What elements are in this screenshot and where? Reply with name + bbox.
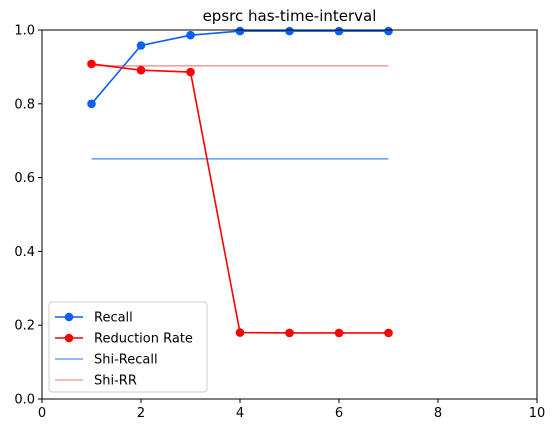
data-point-recall	[137, 41, 146, 50]
legend-label-reduction-rate: Reduction Rate	[94, 332, 193, 347]
data-point-reduction-rate	[236, 328, 245, 337]
data-point-recall	[236, 27, 245, 36]
legend-label-recall: Recall	[94, 311, 133, 326]
legend-label-shi-recall: Shi-Recall	[94, 353, 158, 368]
x-tick-label: 8	[434, 406, 442, 421]
data-point-recall	[186, 31, 195, 40]
y-tick-label: 0.6	[14, 171, 35, 186]
series-line-reduction-rate	[92, 64, 389, 333]
series-layer	[87, 27, 393, 337]
legend-marker-reduction-rate	[65, 334, 74, 343]
data-point-reduction-rate	[137, 66, 146, 75]
legend-marker-recall	[65, 313, 74, 322]
legend-label-shi-rr: Shi-RR	[94, 374, 137, 389]
x-tick-label: 4	[236, 406, 244, 421]
x-tick-label: 10	[529, 406, 546, 421]
x-tick-label: 0	[38, 406, 46, 421]
data-point-reduction-rate	[186, 68, 195, 77]
y-tick-label: 1.0	[14, 24, 35, 39]
data-point-reduction-rate	[335, 329, 344, 338]
data-point-recall	[335, 27, 344, 36]
chart-title: epsrc has-time-interval	[203, 7, 377, 25]
y-tick-label: 0.0	[14, 393, 35, 408]
y-tick-label: 0.2	[14, 319, 35, 334]
y-tick-label: 0.8	[14, 97, 35, 112]
data-point-reduction-rate	[384, 329, 393, 338]
data-point-recall	[87, 100, 96, 109]
legend: Recall Reduction Rate Shi-Recall Shi-RR	[49, 302, 207, 392]
data-point-reduction-rate	[285, 329, 294, 338]
x-axis: 0 2 4 6 8 10	[38, 399, 545, 421]
series-line-recall	[92, 31, 389, 104]
data-point-reduction-rate	[87, 60, 96, 69]
data-point-recall	[285, 27, 294, 36]
x-tick-label: 6	[335, 406, 343, 421]
y-axis: 0.0 0.2 0.4 0.6 0.8 1.0	[14, 24, 42, 408]
data-point-recall	[384, 27, 393, 36]
y-tick-label: 0.4	[14, 245, 35, 260]
series-recall	[87, 27, 393, 108]
series-reduction-rate	[87, 60, 393, 338]
x-tick-label: 2	[137, 406, 145, 421]
